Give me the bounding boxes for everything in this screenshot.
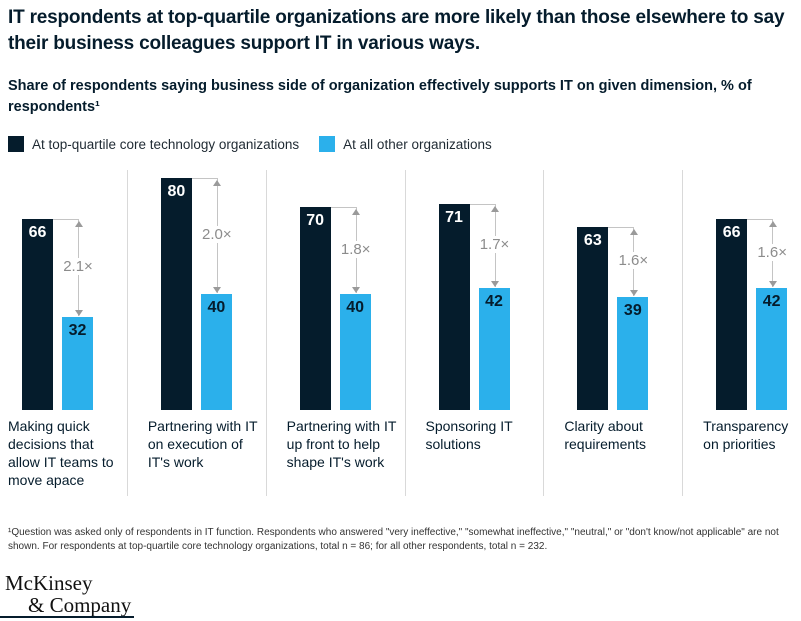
arrow-down-icon [352, 287, 361, 293]
bar-value-label-dark: 66 [722, 224, 741, 241]
arrow-down-icon [629, 290, 638, 296]
chart-legend: At top-quartile core technology organiza… [8, 136, 492, 152]
bar-value-label-blue: 40 [207, 299, 226, 316]
bar-value-label-dark: 71 [445, 209, 463, 226]
bar-top-quartile: 66 [22, 219, 53, 410]
bar-top-quartile: 66 [716, 219, 748, 410]
bar-group: 70 40 1.8× Partnering with IT up front t… [265, 170, 405, 496]
bar-value-label-dark: 66 [28, 224, 47, 241]
bar-all-other: 42 [756, 288, 788, 410]
category-label: Partnering with IT up front to help shap… [286, 418, 397, 470]
bar-group: 80 40 2.0× Partnering with IT on executi… [126, 170, 266, 496]
bar-all-other: 39 [617, 297, 649, 410]
legend-label: At all other organizations [343, 136, 492, 152]
bar-value-label-blue: 42 [762, 293, 781, 310]
arrow-down-icon [768, 281, 777, 287]
arrow-down-icon [74, 310, 83, 316]
category-label: Clarity about requirements [564, 418, 647, 452]
legend-item-all-other: At all other organizations [319, 136, 492, 152]
ratio-connector-line [469, 204, 496, 205]
bar-group-plot: 71 42 1.7× [406, 170, 544, 410]
ratio-connector-line [330, 207, 357, 208]
bar-all-other: 40 [200, 294, 232, 410]
legend-label: At top-quartile core technology organiza… [32, 136, 300, 152]
page-title: IT respondents at top-quartile organizat… [8, 7, 785, 54]
category-label: Sponsoring IT solutions [425, 418, 513, 452]
bar-all-other: 42 [478, 288, 510, 410]
legend-swatch-dark [8, 136, 24, 152]
bar-value-label-blue: 39 [623, 302, 642, 319]
category-label: Making quick decisions that allow IT tea… [8, 418, 114, 488]
ratio-label: 1.6× [754, 244, 790, 261]
logo-line-2: & Company [28, 593, 132, 617]
bar-top-quartile: 71 [438, 204, 470, 410]
bar-top-quartile: 70 [299, 207, 331, 410]
bar-value-label-blue: 32 [68, 322, 87, 339]
bar-top-quartile: 63 [577, 227, 609, 410]
ratio-connector-line [747, 219, 774, 220]
footnote: ¹Question was asked only of respondents … [8, 527, 779, 552]
arrow-up-icon [213, 180, 222, 186]
arrow-up-icon [352, 209, 361, 215]
legend-item-top-quartile: At top-quartile core technology organiza… [8, 136, 299, 152]
bar-chart: 66 32 2.1× Making quick decisions that a… [0, 170, 801, 496]
ratio-label: 2.1× [60, 258, 96, 275]
ratio-connector-line [608, 227, 635, 228]
bar-group-plot: 63 39 1.6× [544, 170, 682, 410]
arrow-up-icon [491, 206, 499, 212]
arrow-up-icon [629, 229, 638, 235]
bar-top-quartile: 80 [160, 178, 192, 410]
bar-group: 66 32 2.1× Making quick decisions that a… [0, 170, 127, 496]
ratio-connector-line [53, 219, 79, 220]
bar-group: 63 39 1.6× Clarity about requirements [543, 170, 682, 496]
bar-value-label-dark: 80 [167, 183, 186, 200]
bar-value-label-blue: 42 [485, 293, 503, 310]
category-label: Partnering with IT on execution of IT's … [147, 418, 258, 470]
bar-group-plot: 70 40 1.8× [267, 170, 405, 410]
legend-swatch-blue [319, 136, 336, 152]
bar-group-plot: 66 32 2.1× [0, 170, 127, 410]
arrow-down-icon [213, 287, 222, 293]
bar-group: 71 42 1.7× Sponsoring IT solutions [404, 170, 544, 496]
arrow-up-icon [74, 221, 83, 227]
ratio-label: 1.6× [615, 252, 652, 269]
ratio-label: 1.8× [337, 241, 374, 258]
bar-all-other: 32 [62, 317, 93, 410]
mckinsey-logo: McKinsey & Company [5, 572, 131, 616]
bar-group-plot: 80 40 2.0× [128, 170, 266, 410]
bar-value-label-blue: 40 [346, 299, 365, 316]
bar-group: 66 42 1.6× Transparency on priorities [682, 170, 801, 496]
arrow-up-icon [768, 221, 777, 227]
arrow-down-icon [491, 281, 499, 287]
bar-all-other: 40 [339, 294, 371, 410]
logo-underline [0, 616, 134, 618]
ratio-label: 1.7× [476, 236, 513, 253]
category-label: Transparency on priorities [703, 418, 789, 452]
ratio-label: 2.0× [199, 226, 235, 243]
chart-subtitle: Share of respondents saying business sid… [8, 78, 752, 115]
ratio-connector-line [191, 178, 218, 179]
bar-value-label-dark: 70 [306, 212, 325, 229]
bar-value-label-dark: 63 [583, 232, 602, 249]
logo-line-1: McKinsey [5, 571, 93, 595]
bar-group-plot: 66 42 1.6× [683, 170, 801, 410]
